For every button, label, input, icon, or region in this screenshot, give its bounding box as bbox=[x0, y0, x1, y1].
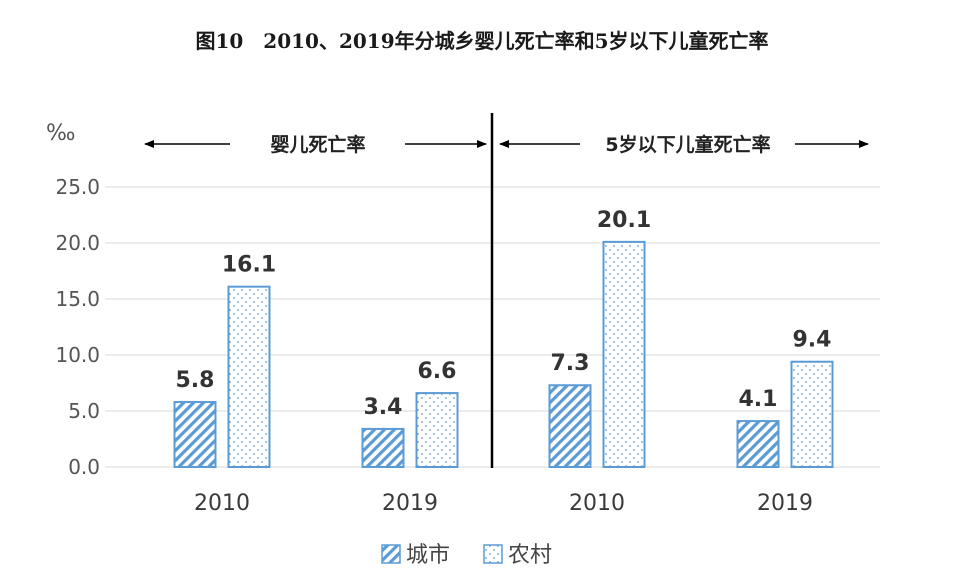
bars: 5.8 16.1 3.4 6.6 7.3 20.1 4.1 9.4 bbox=[173, 208, 834, 469]
data-label-rural: 16.1 bbox=[222, 253, 276, 278]
data-label-urban: 4.1 bbox=[739, 387, 778, 412]
y-tick-label: 0.0 bbox=[68, 455, 100, 479]
x-tick-label: 2019 bbox=[757, 491, 813, 516]
bar-rural bbox=[790, 360, 834, 468]
bar-urban bbox=[548, 384, 592, 468]
y-tick-label: 10.0 bbox=[55, 343, 100, 367]
chart-title: 图10 2010、2019年分城乡婴儿死亡率和5岁以下儿童死亡率 bbox=[195, 29, 768, 53]
x-tick-label: 2019 bbox=[382, 491, 438, 516]
legend-swatch-rural bbox=[483, 544, 503, 564]
y-tick-label: 25.0 bbox=[55, 175, 100, 199]
bar-rural bbox=[602, 240, 646, 468]
bar-rural bbox=[227, 285, 271, 468]
bar-rural bbox=[415, 392, 459, 468]
bar-urban bbox=[173, 401, 217, 469]
y-axis-unit: ‰ bbox=[46, 121, 76, 146]
data-label-rural: 20.1 bbox=[597, 208, 651, 233]
legend-label-rural: 农村 bbox=[508, 543, 552, 568]
legend-swatch-urban bbox=[381, 544, 401, 564]
data-label-urban: 3.4 bbox=[364, 395, 403, 420]
data-label-rural: 9.4 bbox=[793, 328, 832, 353]
section-label-under5: 5岁以下儿童死亡率 bbox=[605, 133, 770, 156]
bar-urban bbox=[736, 420, 780, 468]
y-tick-label: 15.0 bbox=[55, 287, 100, 311]
data-label-rural: 6.6 bbox=[418, 359, 457, 384]
y-tick-label: 20.0 bbox=[55, 231, 100, 255]
x-labels: 2010 2019 2010 2019 bbox=[194, 491, 813, 516]
data-label-urban: 7.3 bbox=[551, 351, 590, 376]
legend: 城市 农村 bbox=[381, 543, 552, 568]
x-tick-label: 2010 bbox=[194, 491, 250, 516]
y-ticks: 0.0 5.0 10.0 15.0 20.0 25.0 bbox=[55, 175, 100, 479]
y-tick-label: 5.0 bbox=[68, 399, 100, 423]
section-label-infant: 婴儿死亡率 bbox=[270, 133, 365, 156]
legend-label-urban: 城市 bbox=[406, 543, 450, 568]
data-label-urban: 5.8 bbox=[176, 368, 215, 393]
bar-urban bbox=[361, 427, 405, 469]
x-tick-label: 2010 bbox=[569, 491, 625, 516]
